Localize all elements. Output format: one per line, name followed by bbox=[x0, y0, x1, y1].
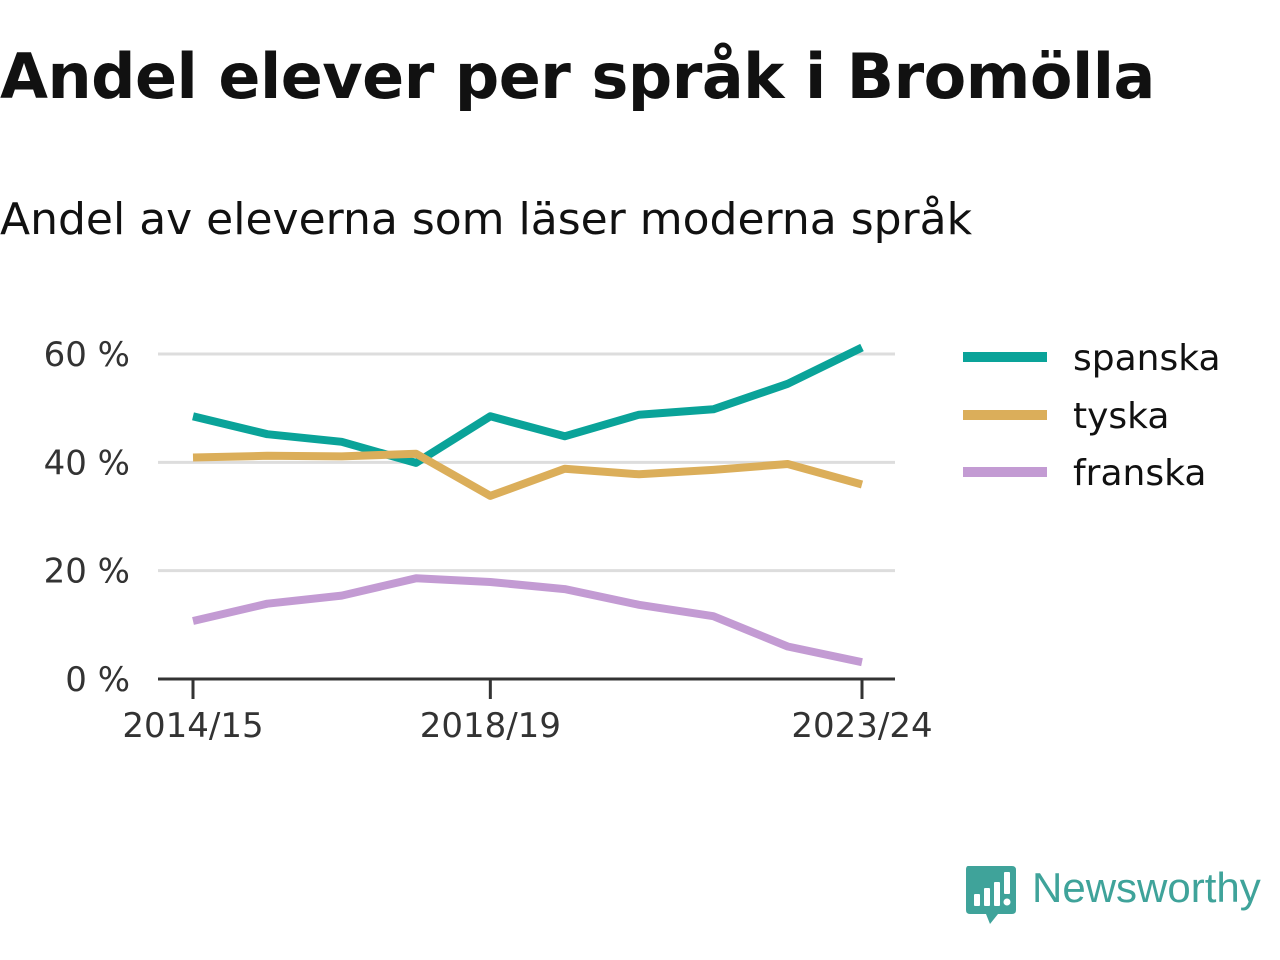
series-line-franska bbox=[192, 574, 863, 667]
brand-name: Newsworthy bbox=[1032, 864, 1261, 911]
y-tick-label-0: 0 % bbox=[65, 660, 130, 700]
series-line-spanska bbox=[192, 343, 864, 467]
series-line-tyska bbox=[192, 449, 864, 500]
legend-label-spanska: spanska bbox=[1073, 338, 1221, 379]
chart-subtitle: Andel av eleverna som läser moderna språ… bbox=[0, 194, 973, 245]
legend-label-franska: franska bbox=[1073, 453, 1206, 494]
x-tick-label-2014/15: 2014/15 bbox=[122, 706, 263, 746]
bar-chart-speech-bubble-icon bbox=[966, 866, 1016, 924]
chart-title: Andel elever per språk i Bromölla bbox=[0, 40, 1155, 113]
y-axis-ticks: 0 % 20 % 40 % 60 % bbox=[44, 335, 130, 700]
y-tick-label-20: 20 % bbox=[44, 552, 130, 592]
legend-label-tyska: tyska bbox=[1073, 396, 1169, 437]
y-tick-label-40: 40 % bbox=[44, 443, 130, 483]
y-tick-label-60: 60 % bbox=[44, 335, 130, 375]
x-tick-label-2018/19: 2018/19 bbox=[420, 706, 561, 746]
series-lines bbox=[192, 343, 864, 667]
legend: spanska tyska franska bbox=[963, 338, 1221, 494]
x-axis: 2014/15 2018/19 2023/24 bbox=[122, 677, 933, 746]
brand-logo: Newsworthy bbox=[964, 864, 1280, 928]
x-tick-label-2023/24: 2023/24 bbox=[791, 706, 932, 746]
